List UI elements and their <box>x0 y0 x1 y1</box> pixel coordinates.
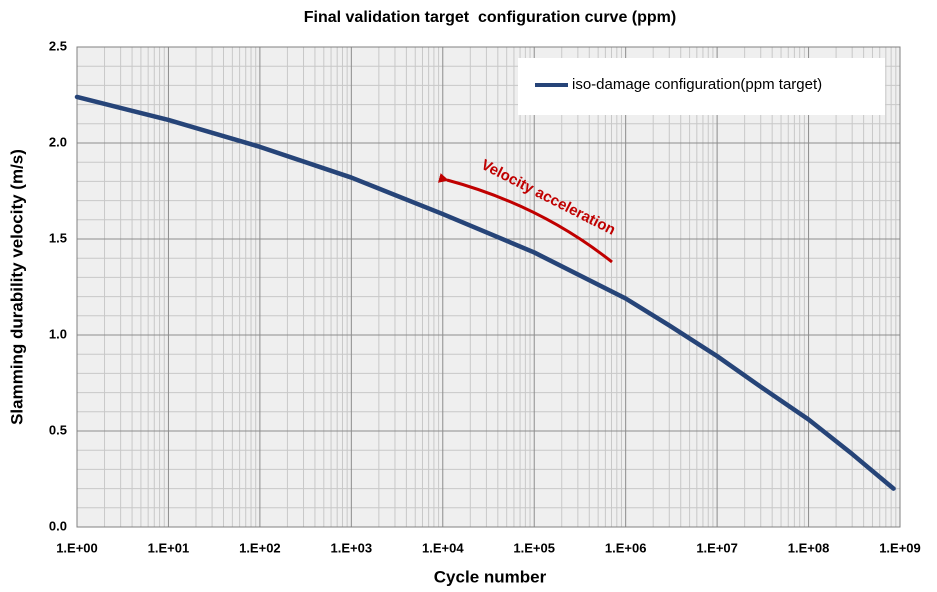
y-tick-label: 0.0 <box>49 518 67 533</box>
legend-label: iso-damage configuration(ppm target) <box>572 76 822 93</box>
plot-border <box>76 46 901 528</box>
y-tick-label: 0.5 <box>49 422 67 437</box>
x-tick-label: 1.E+00 <box>56 540 98 555</box>
x-tick-label: 1.E+05 <box>513 540 555 555</box>
y-tick-label: 2.5 <box>49 38 67 53</box>
plot-area <box>77 47 900 527</box>
y-tick-label: 1.0 <box>49 326 67 341</box>
x-tick-label: 1.E+04 <box>422 540 464 555</box>
legend: iso-damage configuration(ppm target) <box>518 58 885 115</box>
x-tick-label: 1.E+07 <box>696 540 738 555</box>
x-tick-label: 1.E+01 <box>148 540 190 555</box>
x-tick-label: 1.E+03 <box>331 540 373 555</box>
line-series <box>74 94 896 491</box>
x-axis-label: Cycle number <box>434 567 547 586</box>
y-axis-label: Slamming durability velocity (m/s) <box>7 149 26 425</box>
x-tick-label: 1.E+02 <box>239 540 281 555</box>
chart-title: Final validation target configuration cu… <box>304 9 676 26</box>
y-tick-label: 1.5 <box>49 230 67 245</box>
x-tick-label: 1.E+09 <box>879 540 921 555</box>
y-tick-label: 2.0 <box>49 134 67 149</box>
x-tick-label: 1.E+08 <box>788 540 830 555</box>
x-tick-label: 1.E+06 <box>605 540 647 555</box>
legend-box <box>518 58 885 115</box>
annotation-arrow <box>437 173 613 264</box>
